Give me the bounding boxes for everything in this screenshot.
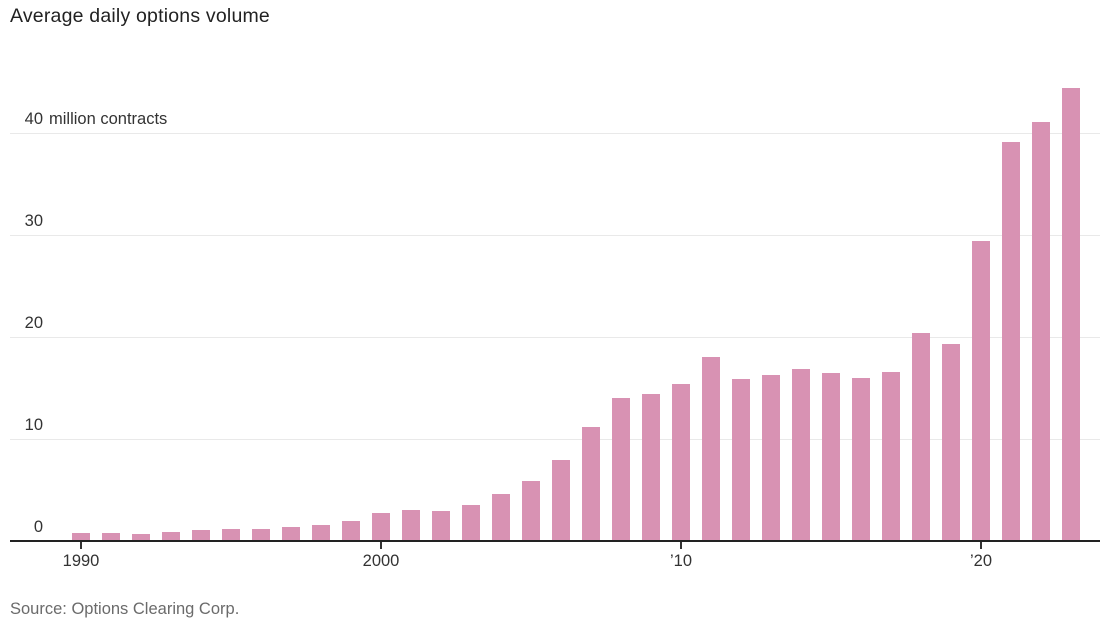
- bar-2007: [582, 427, 600, 541]
- gridline-y40: [10, 132, 1100, 134]
- gridline-y30: [10, 234, 1100, 236]
- bar-2021: [1002, 142, 1020, 541]
- x-axis-tick-1990: [80, 542, 82, 549]
- bar-2018: [912, 333, 930, 541]
- x-axis-tick-2020: [980, 542, 982, 549]
- bar-2019: [942, 344, 960, 541]
- x-axis-line: [10, 540, 1100, 542]
- x-axis-label-2000: 2000: [362, 552, 400, 570]
- bar-1996: [252, 529, 270, 541]
- y-axis-tick-value: 30: [24, 212, 43, 230]
- y-axis-tick-value: 40: [24, 110, 43, 128]
- x-axis-tick-2010: [680, 542, 682, 549]
- source-note: Source: Options Clearing Corp.: [10, 600, 240, 618]
- bar-1999: [342, 521, 360, 541]
- y-axis-label-40: 40 million contracts: [10, 109, 168, 129]
- y-axis-tick-value: 0: [33, 518, 43, 536]
- y-axis-tick-value: 20: [24, 314, 43, 332]
- bar-1998: [312, 525, 330, 541]
- y-axis-label-10: 10: [10, 415, 43, 435]
- y-axis-label-20: 20: [10, 313, 43, 333]
- bar-2002: [432, 511, 450, 541]
- bar-2003: [462, 505, 480, 541]
- bar-1990: [72, 533, 90, 541]
- x-axis-tick-2000: [380, 542, 382, 549]
- y-axis-label-0: 0: [10, 517, 43, 537]
- gridline-y10: [10, 438, 1100, 440]
- x-axis-label-1990: 1990: [62, 552, 100, 570]
- bar-1994: [192, 530, 210, 541]
- bar-1992: [132, 534, 150, 541]
- bar-2020: [972, 241, 990, 541]
- bar-2000: [372, 513, 390, 541]
- bar-1991: [102, 533, 120, 541]
- bar-2009: [642, 394, 660, 541]
- bar-2004: [492, 494, 510, 541]
- bar-1995: [222, 529, 240, 541]
- bar-2022: [1032, 122, 1050, 541]
- bar-2006: [552, 460, 570, 541]
- bar-2017: [882, 372, 900, 541]
- bar-2023: [1062, 88, 1080, 541]
- y-axis-unit-label: million contracts: [49, 110, 168, 128]
- y-axis-tick-value: 10: [24, 416, 43, 434]
- chart-title: Average daily options volume: [10, 5, 270, 27]
- bar-1997: [282, 527, 300, 541]
- x-axis-label-2010: ’10: [669, 552, 693, 570]
- bar-1993: [162, 532, 180, 541]
- bar-2011: [702, 357, 720, 541]
- bar-2013: [762, 375, 780, 541]
- bar-2008: [612, 398, 630, 541]
- bar-2001: [402, 510, 420, 541]
- bar-2005: [522, 481, 540, 541]
- y-axis-label-30: 30: [10, 211, 43, 231]
- bar-2010: [672, 384, 690, 541]
- bar-2012: [732, 379, 750, 541]
- bar-2014: [792, 369, 810, 541]
- bar-2016: [852, 378, 870, 541]
- gridline-y20: [10, 336, 1100, 338]
- bar-2015: [822, 373, 840, 541]
- x-axis-label-2020: ’20: [969, 552, 993, 570]
